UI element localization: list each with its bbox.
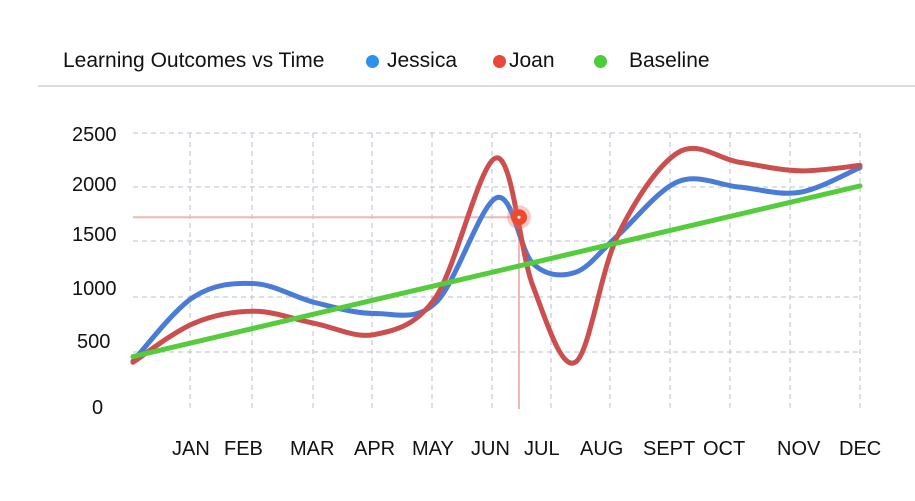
highlight-marker-center [517,215,521,219]
legend-dot-joan [493,54,506,68]
x-axis-ticks: JAN FEB MAR APR MAY JUN JUL AUG SEPT OCT NOV DEC [172,438,881,460]
legend-label-baseline: Baseline [629,49,710,72]
legend-label-joan: Joan [509,49,555,72]
x-tick-label: JAN [172,438,210,460]
grid-lines [133,132,861,409]
legend-label-jessica: Jessica [387,49,458,72]
series-line-jessica[interactable] [130,165,863,364]
axes [130,133,863,412]
header-divider [38,85,915,87]
x-tick-label: DEC [839,438,881,460]
legend-item-joan[interactable]: Joan [493,49,555,73]
x-tick-label: MAR [290,438,334,460]
x-tick-label: OCT [703,438,745,460]
x-tick-label: NOV [777,438,821,460]
crosshair [133,216,520,409]
series-line-joan[interactable] [130,145,863,366]
x-tick-label: SEPT [643,438,695,460]
y-tick-label: 1000 [72,278,117,300]
y-tick-label: 2500 [72,124,117,146]
series-line-baseline[interactable] [130,183,863,360]
x-tick-label: FEB [224,438,263,460]
series-lines [130,145,863,366]
legend-item-jessica[interactable]: Jessica [366,49,457,73]
legend-dot-jessica [366,54,379,68]
x-tick-label: JUL [524,438,560,460]
y-tick-label: 1500 [72,224,117,246]
y-tick-label: 2000 [72,174,117,196]
x-tick-label: MAY [412,438,454,460]
legend-item-baseline[interactable]: Baseline [594,49,710,73]
y-axis-ticks: 2500 2000 1500 1000 500 0 [72,124,117,419]
y-tick-label: 0 [92,397,103,419]
chart-header: Learning Outcomes vs Time Jessica Joan B… [0,44,915,84]
highlight-marker[interactable] [507,205,531,230]
x-tick-label: AUG [580,438,623,460]
x-tick-label: JUN [471,438,510,460]
legend-dot-baseline [594,54,607,68]
y-tick-label: 500 [77,331,110,353]
chart-title: Learning Outcomes vs Time [63,49,325,72]
x-tick-label: APR [354,438,395,460]
